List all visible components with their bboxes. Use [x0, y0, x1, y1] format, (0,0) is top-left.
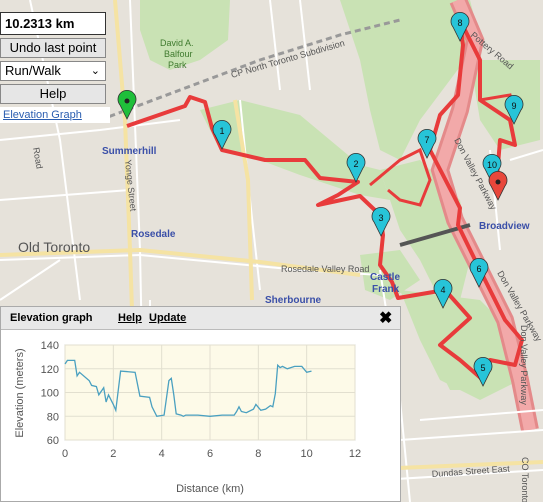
x-tick-label: 10 [301, 448, 313, 460]
label-road: Road [31, 147, 45, 170]
label-balfour-2: Balfour [164, 49, 193, 59]
undo-last-point-button[interactable]: Undo last point [0, 38, 106, 58]
label-balfour-3: Park [168, 60, 187, 70]
route-marker-6[interactable]: 6 [469, 258, 489, 288]
x-tick-label: 12 [349, 448, 361, 460]
marker-number: 5 [480, 363, 485, 373]
label-old-toronto: Old Toronto [18, 239, 90, 255]
marker-number: 2 [353, 159, 358, 169]
distance-display: 10.2313 km [0, 12, 106, 35]
route-markers: 1 2 3 4 5 6 7 8 9 10 [117, 12, 524, 387]
route-marker-5[interactable]: 5 [473, 357, 493, 387]
x-axis-label: Distance (km) [176, 483, 244, 495]
elevation-graph-link[interactable]: Elevation Graph [0, 107, 110, 123]
marker-number: 3 [378, 213, 383, 223]
y-tick-label: 100 [41, 388, 59, 400]
x-tick-label: 2 [110, 448, 116, 460]
streets-major [0, 0, 543, 470]
y-tick-label: 120 [41, 364, 59, 376]
route-marker-4[interactable]: 4 [433, 279, 453, 309]
route-marker-1[interactable]: 1 [212, 120, 232, 150]
label-sherbourne: Sherbourne [265, 295, 322, 306]
elevation-panel-title: Elevation graph [10, 312, 93, 324]
route-marker-3[interactable]: 3 [371, 207, 391, 237]
elevation-panel: Elevation graph Help Update ✖ 0 2 4 6 8 10 12 6… [0, 306, 401, 502]
marker-number: 1 [219, 126, 224, 136]
x-tick-label: 8 [255, 448, 261, 460]
label-co-toronto: CO Toronto [520, 457, 530, 502]
marker-number: 10 [487, 160, 497, 170]
label-broadview: Broadview [479, 221, 530, 232]
x-tick-label: 6 [207, 448, 213, 460]
label-balfour-1: David A. [160, 38, 194, 48]
elevation-help-link[interactable]: Help [118, 312, 142, 324]
start-marker[interactable] [117, 90, 137, 120]
elevation-chart: 0 2 4 6 8 10 12 60 80 100 120 140 Distance (km) Ele… [14, 340, 361, 495]
label-dvp-3: Don Valley Parkway [519, 325, 529, 405]
label-rosedale-valley: Rosedale Valley Road [281, 264, 369, 274]
label-rosedale: Rosedale [131, 229, 176, 240]
end-marker[interactable] [488, 171, 508, 201]
label-frank: Frank [372, 284, 400, 295]
route-marker-10[interactable]: 10 [482, 154, 502, 184]
y-axis-label: Elevation (meters) [14, 348, 26, 437]
chevron-down-icon: ⌄ [90, 65, 100, 77]
route-marker-9[interactable]: 9 [504, 95, 524, 125]
marker-number: 4 [440, 285, 445, 295]
mode-select-value: Run/Walk [5, 63, 61, 78]
marker-number: 7 [424, 135, 429, 145]
y-tick-label: 60 [47, 435, 59, 447]
route-marker-8[interactable]: 8 [450, 12, 470, 42]
label-castle: Castle [370, 272, 400, 283]
close-icon[interactable]: ✖ [379, 310, 393, 327]
marker-number: 9 [511, 101, 516, 111]
label-summerhill: Summerhill [102, 146, 157, 157]
x-tick-label: 4 [159, 448, 165, 460]
x-tick-label: 0 [62, 448, 68, 460]
mode-select[interactable]: Run/Walk ⌄ [0, 61, 106, 81]
elevation-line [64, 359, 312, 418]
rail-line [99, 18, 401, 122]
marker-number: 6 [476, 264, 481, 274]
marker-number: 8 [457, 18, 462, 28]
y-tick-label: 140 [41, 340, 59, 352]
elevation-panel-header[interactable]: Elevation graph Help Update ✖ [1, 307, 400, 330]
elevation-update-link[interactable]: Update [149, 312, 187, 324]
route-marker-7[interactable]: 7 [417, 129, 437, 159]
help-button[interactable]: Help [0, 84, 106, 104]
route-marker-2[interactable]: 2 [346, 153, 366, 183]
y-tick-label: 80 [47, 411, 59, 423]
